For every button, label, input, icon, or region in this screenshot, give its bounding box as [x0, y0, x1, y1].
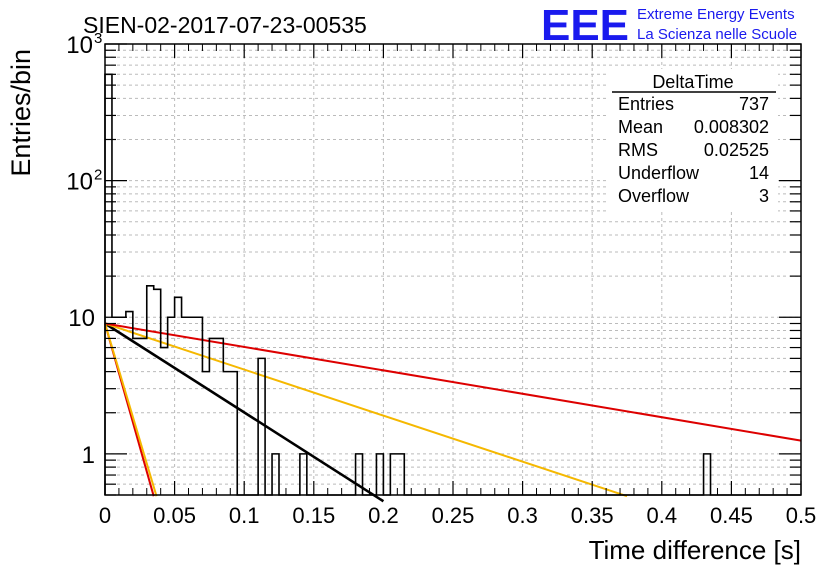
histogram-bin	[175, 297, 182, 495]
fit-curves	[104, 322, 802, 503]
histogram-bin	[112, 317, 119, 495]
stats-row-value: 3	[759, 186, 769, 206]
x-tick-label: 0.1	[229, 503, 260, 528]
axis-ticks: 0 0.05 0.1 0.15 0.2 0.25 0.3 0.35 0.4 0.45 0.5 1 10 1…	[66, 30, 816, 528]
x-tick-label: 0.35	[571, 503, 614, 528]
logo-line-2: La Scienza nelle Scuole	[637, 26, 797, 43]
histogram-bin	[258, 358, 265, 495]
histogram-bin	[209, 338, 216, 495]
x-tick-label: 0.45	[710, 503, 753, 528]
x-tick-label: 0.05	[153, 503, 196, 528]
histogram-bin	[133, 338, 140, 495]
x-tick-label: 0.25	[432, 503, 475, 528]
x-tick-label: 0.4	[647, 503, 678, 528]
histogram-bin	[140, 338, 147, 495]
x-tick-label: 0.2	[368, 503, 399, 528]
x-tick-label: 0	[99, 503, 111, 528]
x-axis-label: Time difference [s]	[589, 535, 801, 565]
stats-row-label: Overflow	[618, 186, 690, 206]
histogram-bin	[230, 372, 237, 495]
y-axis-label: Entries/bin	[6, 49, 36, 177]
stats-row-label: Entries	[618, 94, 674, 114]
histogram-bin	[161, 348, 168, 495]
fit-curve-red	[104, 322, 802, 442]
histogram-bin	[119, 317, 126, 495]
stats-box-background	[608, 69, 778, 212]
logo-line-1: Extreme Energy Events	[637, 6, 795, 23]
y-tick-label-exponent: 2	[94, 167, 102, 184]
eee-logo-text: EEE	[541, 1, 629, 50]
y-tick-label: 10	[68, 305, 95, 332]
run-title: SIEN-02-2017-07-23-00535	[83, 12, 367, 38]
y-tick-label-base: 10	[66, 32, 93, 59]
stats-row-label: RMS	[618, 140, 658, 160]
fit-curve-black	[104, 322, 385, 503]
stats-rows: Entries 737 Mean 0.008302 RMS 0.02525Underflo…	[618, 94, 769, 206]
histogram-bin	[105, 74, 112, 495]
x-tick-label: 0.5	[786, 503, 817, 528]
stats-row-value: 0.008302	[694, 117, 769, 137]
histogram-bin	[195, 317, 202, 495]
histogram-bin	[154, 289, 161, 495]
stats-row-value: 0.02525	[704, 140, 769, 160]
histogram-bin	[223, 372, 230, 495]
grid-layer	[105, 44, 801, 495]
y-tick-label-exponent: 3	[94, 30, 102, 47]
x-tick-label: 0.15	[292, 503, 335, 528]
histogram-bin	[189, 317, 196, 495]
eee-logo: EEE Extreme Energy Events La Scienza nel…	[541, 1, 797, 50]
stats-title: DeltaTime	[652, 72, 733, 92]
histogram-bin	[182, 317, 189, 495]
stats-row-label: Mean	[618, 117, 663, 137]
fit-curve-yellow	[104, 322, 628, 498]
stats-box: DeltaTime Entries 737 Mean 0.008302 RMS 0.025…	[608, 69, 778, 212]
x-tick-label: 0.3	[507, 503, 538, 528]
fit-curve-yellow	[104, 323, 158, 497]
stats-row-label: Underflow	[618, 163, 700, 183]
y-tick-label-base: 10	[66, 169, 93, 196]
y-tick-label: 1	[82, 442, 95, 469]
stats-row-value: 737	[739, 94, 769, 114]
stats-row-value: 14	[749, 163, 769, 183]
